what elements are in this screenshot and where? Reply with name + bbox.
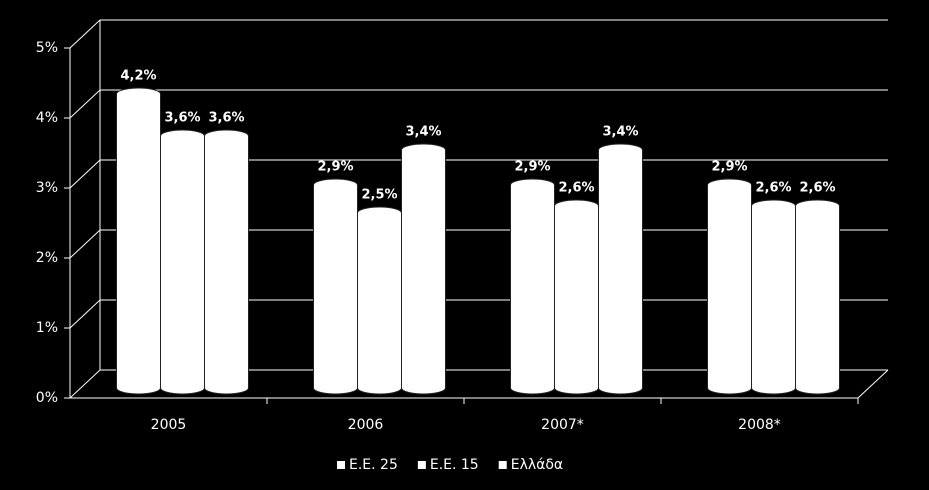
bar — [598, 143, 643, 395]
y-tick-label: 2% — [36, 250, 58, 266]
value-label: 2,9% — [711, 160, 747, 175]
value-label: 3,6% — [208, 111, 244, 126]
x-tick-label: 2007* — [541, 417, 584, 433]
bar — [751, 199, 796, 395]
value-label: 2,6% — [755, 181, 791, 196]
value-label: 4,2% — [120, 69, 156, 84]
bar — [554, 199, 599, 395]
bar — [707, 178, 752, 395]
bar — [510, 178, 555, 395]
bar — [401, 143, 446, 395]
y-tick-label: 4% — [36, 110, 58, 126]
axis — [857, 369, 889, 399]
x-tick-label: 2006 — [348, 417, 384, 433]
legend-swatch — [417, 461, 426, 469]
y-tick-label: 1% — [36, 320, 58, 336]
value-label: 2,6% — [558, 181, 594, 196]
bar — [313, 178, 358, 395]
bar — [357, 206, 402, 395]
legend-label: Ε.Ε. 25 — [349, 457, 398, 473]
x-tick-label: 2005 — [151, 417, 187, 433]
legend-swatch — [337, 461, 345, 469]
value-label: 3,6% — [164, 111, 200, 126]
legend-label: Ε.Ε. 15 — [430, 457, 479, 473]
value-label: 2,5% — [361, 188, 397, 203]
y-tick-label: 5% — [36, 40, 58, 56]
bar — [160, 129, 205, 395]
bar — [795, 199, 840, 395]
y-tick-label: 3% — [36, 180, 58, 196]
x-tick-label: 2008* — [738, 417, 781, 433]
value-label: 2,9% — [317, 160, 353, 175]
value-label: 3,4% — [405, 125, 441, 140]
bar — [204, 129, 249, 395]
value-label: 2,9% — [514, 160, 550, 175]
legend-swatch — [498, 461, 507, 469]
value-label: 2,6% — [799, 181, 835, 196]
value-label: 3,4% — [602, 125, 638, 140]
legend-label: Ελλάδα — [511, 457, 563, 473]
y-tick-label: 0% — [36, 390, 58, 406]
grid-line — [69, 19, 888, 49]
grid-line — [69, 89, 888, 119]
bar — [116, 87, 161, 395]
